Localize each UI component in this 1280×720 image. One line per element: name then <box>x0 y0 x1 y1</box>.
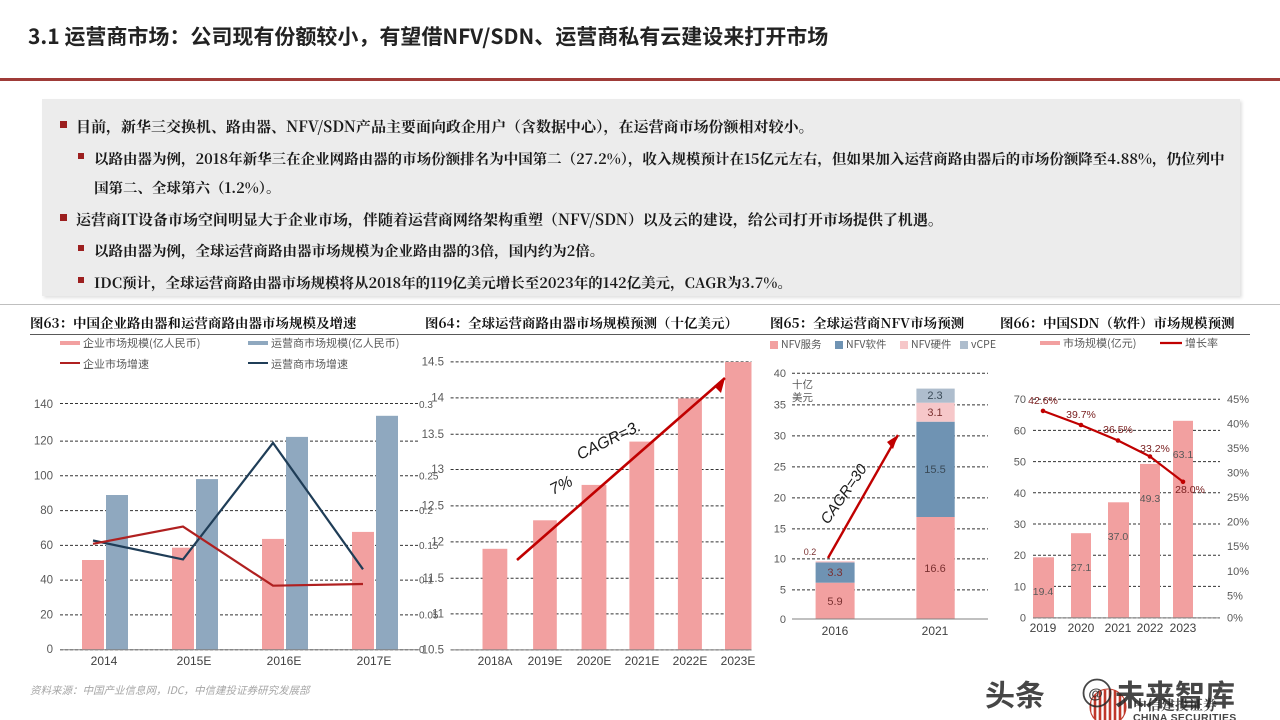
svg-text:20: 20 <box>774 493 786 505</box>
svg-text:运营商市场增速: 运营商市场增速 <box>271 356 348 372</box>
svg-text:增长率: 增长率 <box>1185 335 1218 351</box>
svg-text:0: 0 <box>47 644 53 656</box>
svg-text:13.5: 13.5 <box>422 429 444 441</box>
svg-text:7%: 7% <box>547 473 575 498</box>
svg-text:13: 13 <box>431 464 444 476</box>
svg-text:11: 11 <box>432 609 444 621</box>
svg-text:19.4: 19.4 <box>1033 586 1054 598</box>
svg-text:0.2: 0.2 <box>804 547 817 557</box>
svg-text:60: 60 <box>1014 425 1026 437</box>
svg-text:120: 120 <box>34 436 53 448</box>
svg-text:70: 70 <box>1014 394 1026 406</box>
svg-text:15%: 15% <box>1227 541 1249 553</box>
svg-text:12: 12 <box>431 537 444 549</box>
svg-text:40: 40 <box>40 575 53 587</box>
svg-text:80: 80 <box>40 505 53 517</box>
svg-text:12.5: 12.5 <box>422 501 444 513</box>
svg-text:14: 14 <box>431 393 444 405</box>
svg-text:15: 15 <box>774 524 786 536</box>
svg-text:50: 50 <box>1014 457 1026 469</box>
svg-text:45%: 45% <box>1227 394 1249 406</box>
svg-text:15.5: 15.5 <box>924 464 945 476</box>
svg-text:2020: 2020 <box>1068 621 1095 635</box>
svg-text:3.3: 3.3 <box>827 567 842 579</box>
svg-text:2023: 2023 <box>1170 621 1197 635</box>
svg-text:40: 40 <box>774 368 786 380</box>
svg-text:10%: 10% <box>1227 566 1249 578</box>
svg-text:36.5%: 36.5% <box>1103 424 1133 436</box>
svg-text:企业市场增速: 企业市场增速 <box>83 356 149 372</box>
svg-text:2019: 2019 <box>1030 621 1057 635</box>
svg-text:2016E: 2016E <box>267 654 302 668</box>
svg-text:2020E: 2020E <box>577 654 612 668</box>
svg-text:14.5: 14.5 <box>422 357 444 369</box>
svg-text:2019E: 2019E <box>528 654 563 668</box>
svg-text:35%: 35% <box>1227 443 1249 455</box>
svg-text:16.6: 16.6 <box>924 563 945 575</box>
svg-text:2017E: 2017E <box>357 654 392 668</box>
svg-text:60: 60 <box>40 540 53 552</box>
svg-text:35: 35 <box>774 400 786 412</box>
svg-text:3.1: 3.1 <box>927 407 942 419</box>
svg-text:10: 10 <box>1014 581 1026 593</box>
svg-text:2021: 2021 <box>1105 621 1132 635</box>
svg-text:2018A: 2018A <box>478 654 513 668</box>
svg-text:5.9: 5.9 <box>827 596 842 608</box>
svg-text:39.7%: 39.7% <box>1066 409 1096 421</box>
svg-text:美元: 美元 <box>792 391 813 404</box>
svg-text:63.1: 63.1 <box>1173 449 1194 461</box>
svg-text:vCPE: vCPE <box>971 337 996 352</box>
svg-text:27.1: 27.1 <box>1071 562 1092 574</box>
svg-text:0%: 0% <box>1227 613 1243 625</box>
svg-text:25: 25 <box>774 462 786 474</box>
svg-text:2021: 2021 <box>922 624 949 638</box>
svg-text:20: 20 <box>40 609 53 621</box>
svg-text:2015E: 2015E <box>177 654 212 668</box>
svg-text:37.0: 37.0 <box>1108 531 1129 543</box>
svg-text:2021E: 2021E <box>625 654 660 668</box>
svg-text:CAGR=30: CAGR=30 <box>817 461 871 528</box>
svg-text:资料来源：中国产业信息网，IDC，中信建投证券研究发展部: 资料来源：中国产业信息网，IDC，中信建投证券研究发展部 <box>30 683 311 698</box>
svg-text:11.5: 11.5 <box>422 573 444 585</box>
svg-text:2022: 2022 <box>1137 621 1164 635</box>
svg-text:CHINA SECURITIES: CHINA SECURITIES <box>1133 712 1237 720</box>
svg-text:40: 40 <box>1014 488 1026 500</box>
svg-text:2.3: 2.3 <box>927 390 942 402</box>
svg-text:20: 20 <box>1014 550 1026 562</box>
svg-text:20%: 20% <box>1227 517 1249 529</box>
svg-text:NFV软件: NFV软件 <box>846 337 886 352</box>
svg-text:140: 140 <box>34 399 53 411</box>
svg-text:市场规模(亿元): 市场规模(亿元) <box>1063 335 1136 351</box>
svg-text:运营商市场规模(亿人民币): 运营商市场规模(亿人民币) <box>271 335 399 351</box>
svg-text:NFV硬件: NFV硬件 <box>911 337 951 352</box>
svg-text:40%: 40% <box>1227 419 1249 431</box>
svg-text:10.5: 10.5 <box>422 645 444 657</box>
svg-text:30%: 30% <box>1227 468 1249 480</box>
svg-text:0: 0 <box>780 614 786 626</box>
svg-text:0: 0 <box>1020 613 1026 625</box>
svg-text:25%: 25% <box>1227 492 1249 504</box>
svg-text:5: 5 <box>780 585 786 597</box>
svg-text:NFV服务: NFV服务 <box>781 337 822 352</box>
svg-text:十亿: 十亿 <box>792 378 813 391</box>
svg-text:2022E: 2022E <box>673 654 708 668</box>
svg-text:100: 100 <box>34 470 53 482</box>
svg-text:2023E: 2023E <box>721 654 756 668</box>
svg-text:30: 30 <box>1014 519 1026 531</box>
svg-text:10: 10 <box>774 554 786 566</box>
svg-text:5%: 5% <box>1227 590 1243 602</box>
svg-text:2014: 2014 <box>91 654 118 668</box>
svg-text:28.0%: 28.0% <box>1175 484 1205 496</box>
svg-text:2016: 2016 <box>822 624 849 638</box>
svg-text:33.2%: 33.2% <box>1140 443 1170 455</box>
svg-text:42.6%: 42.6% <box>1028 395 1058 407</box>
svg-text:49.3: 49.3 <box>1140 493 1161 505</box>
svg-text:30: 30 <box>774 431 786 443</box>
svg-text:企业市场规模(亿人民币): 企业市场规模(亿人民币) <box>83 335 200 351</box>
